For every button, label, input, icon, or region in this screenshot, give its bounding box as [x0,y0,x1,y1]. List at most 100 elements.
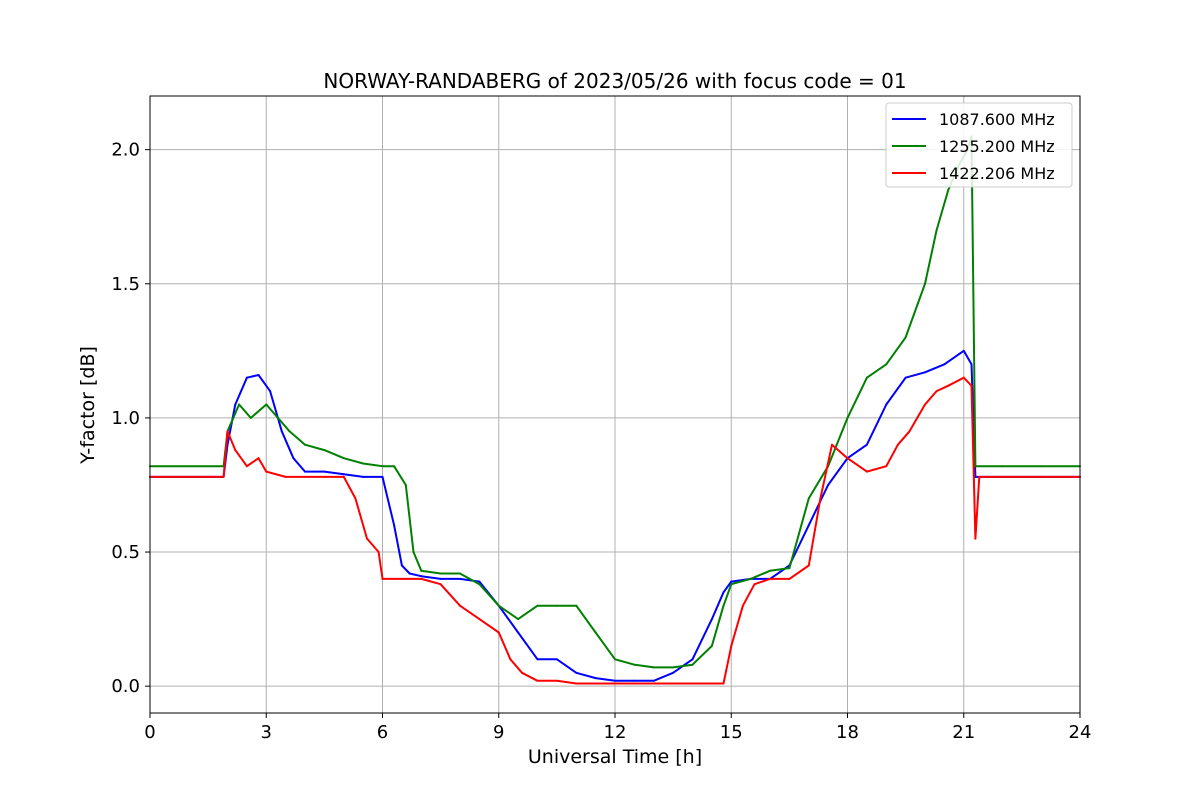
series-2-point [924,282,926,285]
series-3-point [807,564,810,567]
series-1-point [730,580,733,583]
x-tick-label: 15 [720,722,743,743]
series-1-point [633,679,636,682]
series-2-point [633,663,636,666]
series-3-point [865,470,868,473]
series-1-point [691,658,694,661]
series-1-point [362,475,365,478]
series-1-point [420,575,423,578]
series-1-point [827,483,830,486]
legend: 1087.600 MHz 1255.200 MHz 1422.206 MHz [885,102,1073,188]
legend-label: 1422.206 MHz [939,164,1055,183]
series-1-point [517,631,520,634]
series-2-point [807,497,810,500]
series-2-point [575,604,578,607]
series-1-point [257,373,260,376]
series-2-point [614,658,616,661]
series-3-point [722,682,725,685]
series-2-point [323,449,326,452]
series-1-point [280,430,283,433]
series-1-point [245,376,248,379]
series-3-point [741,604,744,607]
series-3-point [978,475,981,478]
series-2-point [342,457,345,460]
series-3-point [226,430,229,433]
series-2-point [555,604,558,607]
legend-label: 1087.600 MHz [939,110,1055,129]
x-tick-label: 0 [144,722,155,743]
series-2-point [393,465,396,468]
series-2-point [865,376,868,379]
series-1-point [974,475,977,478]
series-3-point [924,403,926,406]
y-tick-label: 2.0 [111,140,140,161]
series-3-point [935,390,938,393]
series-2-point [412,551,415,554]
series-3-point [710,682,713,685]
series-2-point [904,336,907,339]
series-3-point [323,475,326,478]
y-tick-label: 0.0 [111,676,140,697]
series-1-point [400,564,403,567]
series-2-point [404,483,407,486]
series-1-point [924,371,926,374]
series-3-point [284,475,287,478]
y-tick-label: 1.5 [111,274,140,295]
series-2-point [517,618,520,621]
series-3-point [896,443,899,446]
series-1-point [970,363,973,366]
series-2-point [788,567,791,570]
series-3-point [970,384,973,387]
y-tick-label: 0.5 [111,542,140,563]
y-tick-label: 1.0 [111,408,140,429]
series-1-point [459,577,461,580]
series-2-point [935,229,938,232]
series-2-point [288,430,291,433]
series-2-point [1040,465,1043,468]
series-1-point [393,524,396,527]
legend-box [885,102,1073,188]
series-2-point [238,403,241,406]
x-tick-label: 6 [377,722,388,743]
series-3-point [555,679,558,682]
series-2-point [362,462,365,465]
x-tick-label: 3 [261,722,272,743]
series-3-point [536,679,539,682]
series-2-point [249,416,252,419]
series-3-point [521,671,523,674]
series-3-point [420,577,423,580]
series-2-point [672,666,675,669]
series-3-point [769,577,771,580]
series-1-point [904,376,907,379]
series-3-point [846,457,849,460]
series-1-point [614,679,616,682]
series-3-point [788,577,791,580]
series-3-point [381,577,384,580]
series-2-point [265,403,268,406]
series-3-point [614,682,616,685]
series-1-point [478,580,481,583]
series-3-point [885,465,888,468]
series-2-point [536,604,539,607]
series-3-point [947,384,950,387]
series-3-point [257,457,260,460]
series-2-point [652,666,655,669]
series-3-point [354,497,357,500]
series-1-point [575,671,578,674]
series-1-point [292,457,295,460]
series-1-point [439,577,442,580]
series-3-point [245,465,248,468]
x-tick-label: 12 [604,722,627,743]
series-1-point [323,470,326,473]
series-3-point [1040,475,1043,478]
series-2-point [497,604,500,607]
x-tick-label: 9 [493,722,504,743]
legend-label: 1255.200 MHz [939,137,1055,156]
series-3-point [753,583,756,586]
series-2-point [594,631,597,634]
series-line-1 [150,349,1080,682]
series-2-point [885,363,888,366]
series-3-point [342,475,345,478]
series-1-point [408,572,411,575]
